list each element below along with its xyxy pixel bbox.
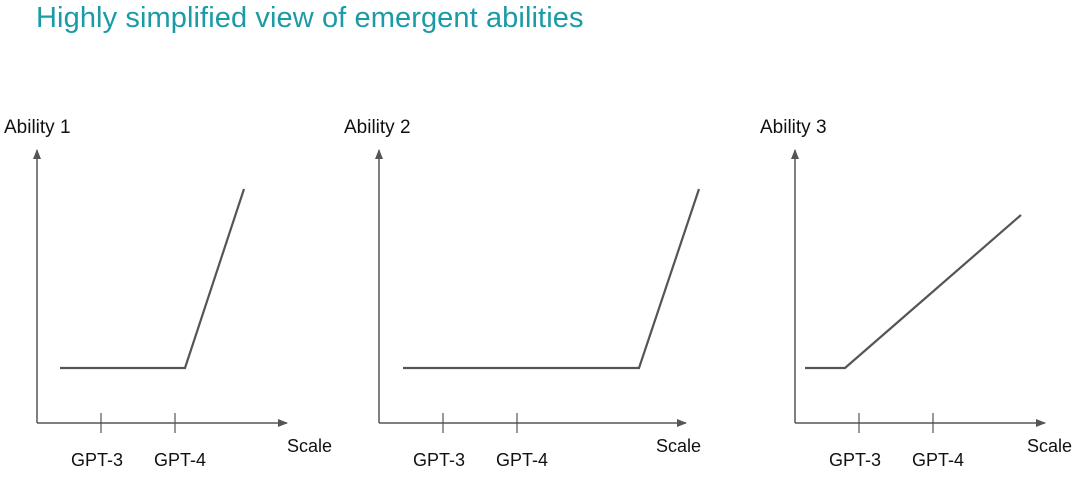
panel-2-x-label: Scale	[656, 436, 701, 456]
panel-ability-3: Ability 3 GPT-3 GPT-4 Scale	[760, 117, 1072, 470]
panel-ability-1: Ability 1 GPT-3 GPT-4 Scale	[4, 117, 332, 470]
panel-3-ability-curve	[805, 214, 1022, 370]
panel-1-ability-curve	[60, 188, 246, 370]
panel-1-x-label: Scale	[287, 436, 332, 456]
panel-2-y-label: Ability 2	[344, 117, 411, 138]
panel-1-y-label: Ability 1	[4, 117, 71, 138]
slide-title: Highly simplified view of emergent abili…	[36, 2, 584, 34]
panel-3-tick-label-gpt3: GPT-3	[829, 450, 881, 470]
panel-2-tick-label-gpt3: GPT-3	[413, 450, 465, 470]
panel-1-tick-label-gpt3: GPT-3	[71, 450, 123, 470]
panel-ability-2: Ability 2 GPT-3 GPT-4 Scale	[344, 117, 701, 470]
panel-1-tick-label-gpt4: GPT-4	[154, 450, 206, 470]
panel-2-ability-curve	[403, 188, 701, 370]
panel-3-tick-label-gpt4: GPT-4	[912, 450, 964, 470]
panel-3-y-label: Ability 3	[760, 117, 827, 138]
panel-3-x-label: Scale	[1027, 436, 1072, 456]
panel-2-tick-label-gpt4: GPT-4	[496, 450, 548, 470]
